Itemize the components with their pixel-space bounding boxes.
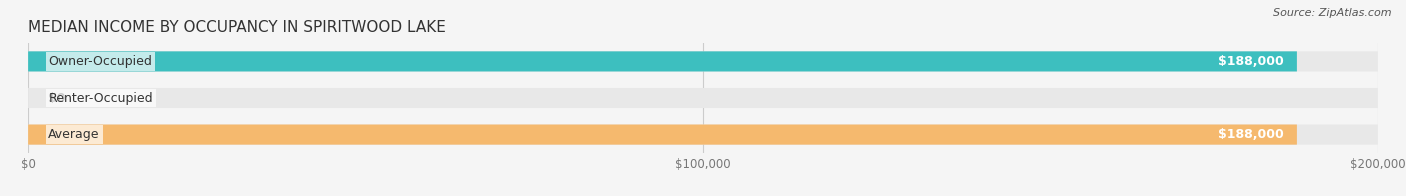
- Text: MEDIAN INCOME BY OCCUPANCY IN SPIRITWOOD LAKE: MEDIAN INCOME BY OCCUPANCY IN SPIRITWOOD…: [28, 20, 446, 35]
- FancyBboxPatch shape: [28, 124, 1378, 145]
- Text: $0: $0: [48, 92, 66, 104]
- Text: Renter-Occupied: Renter-Occupied: [48, 92, 153, 104]
- Text: Owner-Occupied: Owner-Occupied: [48, 55, 152, 68]
- FancyBboxPatch shape: [28, 88, 1378, 108]
- FancyBboxPatch shape: [28, 51, 1378, 72]
- Text: $188,000: $188,000: [1218, 128, 1284, 141]
- FancyBboxPatch shape: [28, 124, 1296, 145]
- Text: Source: ZipAtlas.com: Source: ZipAtlas.com: [1274, 8, 1392, 18]
- Text: $188,000: $188,000: [1218, 55, 1284, 68]
- FancyBboxPatch shape: [28, 51, 1296, 72]
- Text: Average: Average: [48, 128, 100, 141]
